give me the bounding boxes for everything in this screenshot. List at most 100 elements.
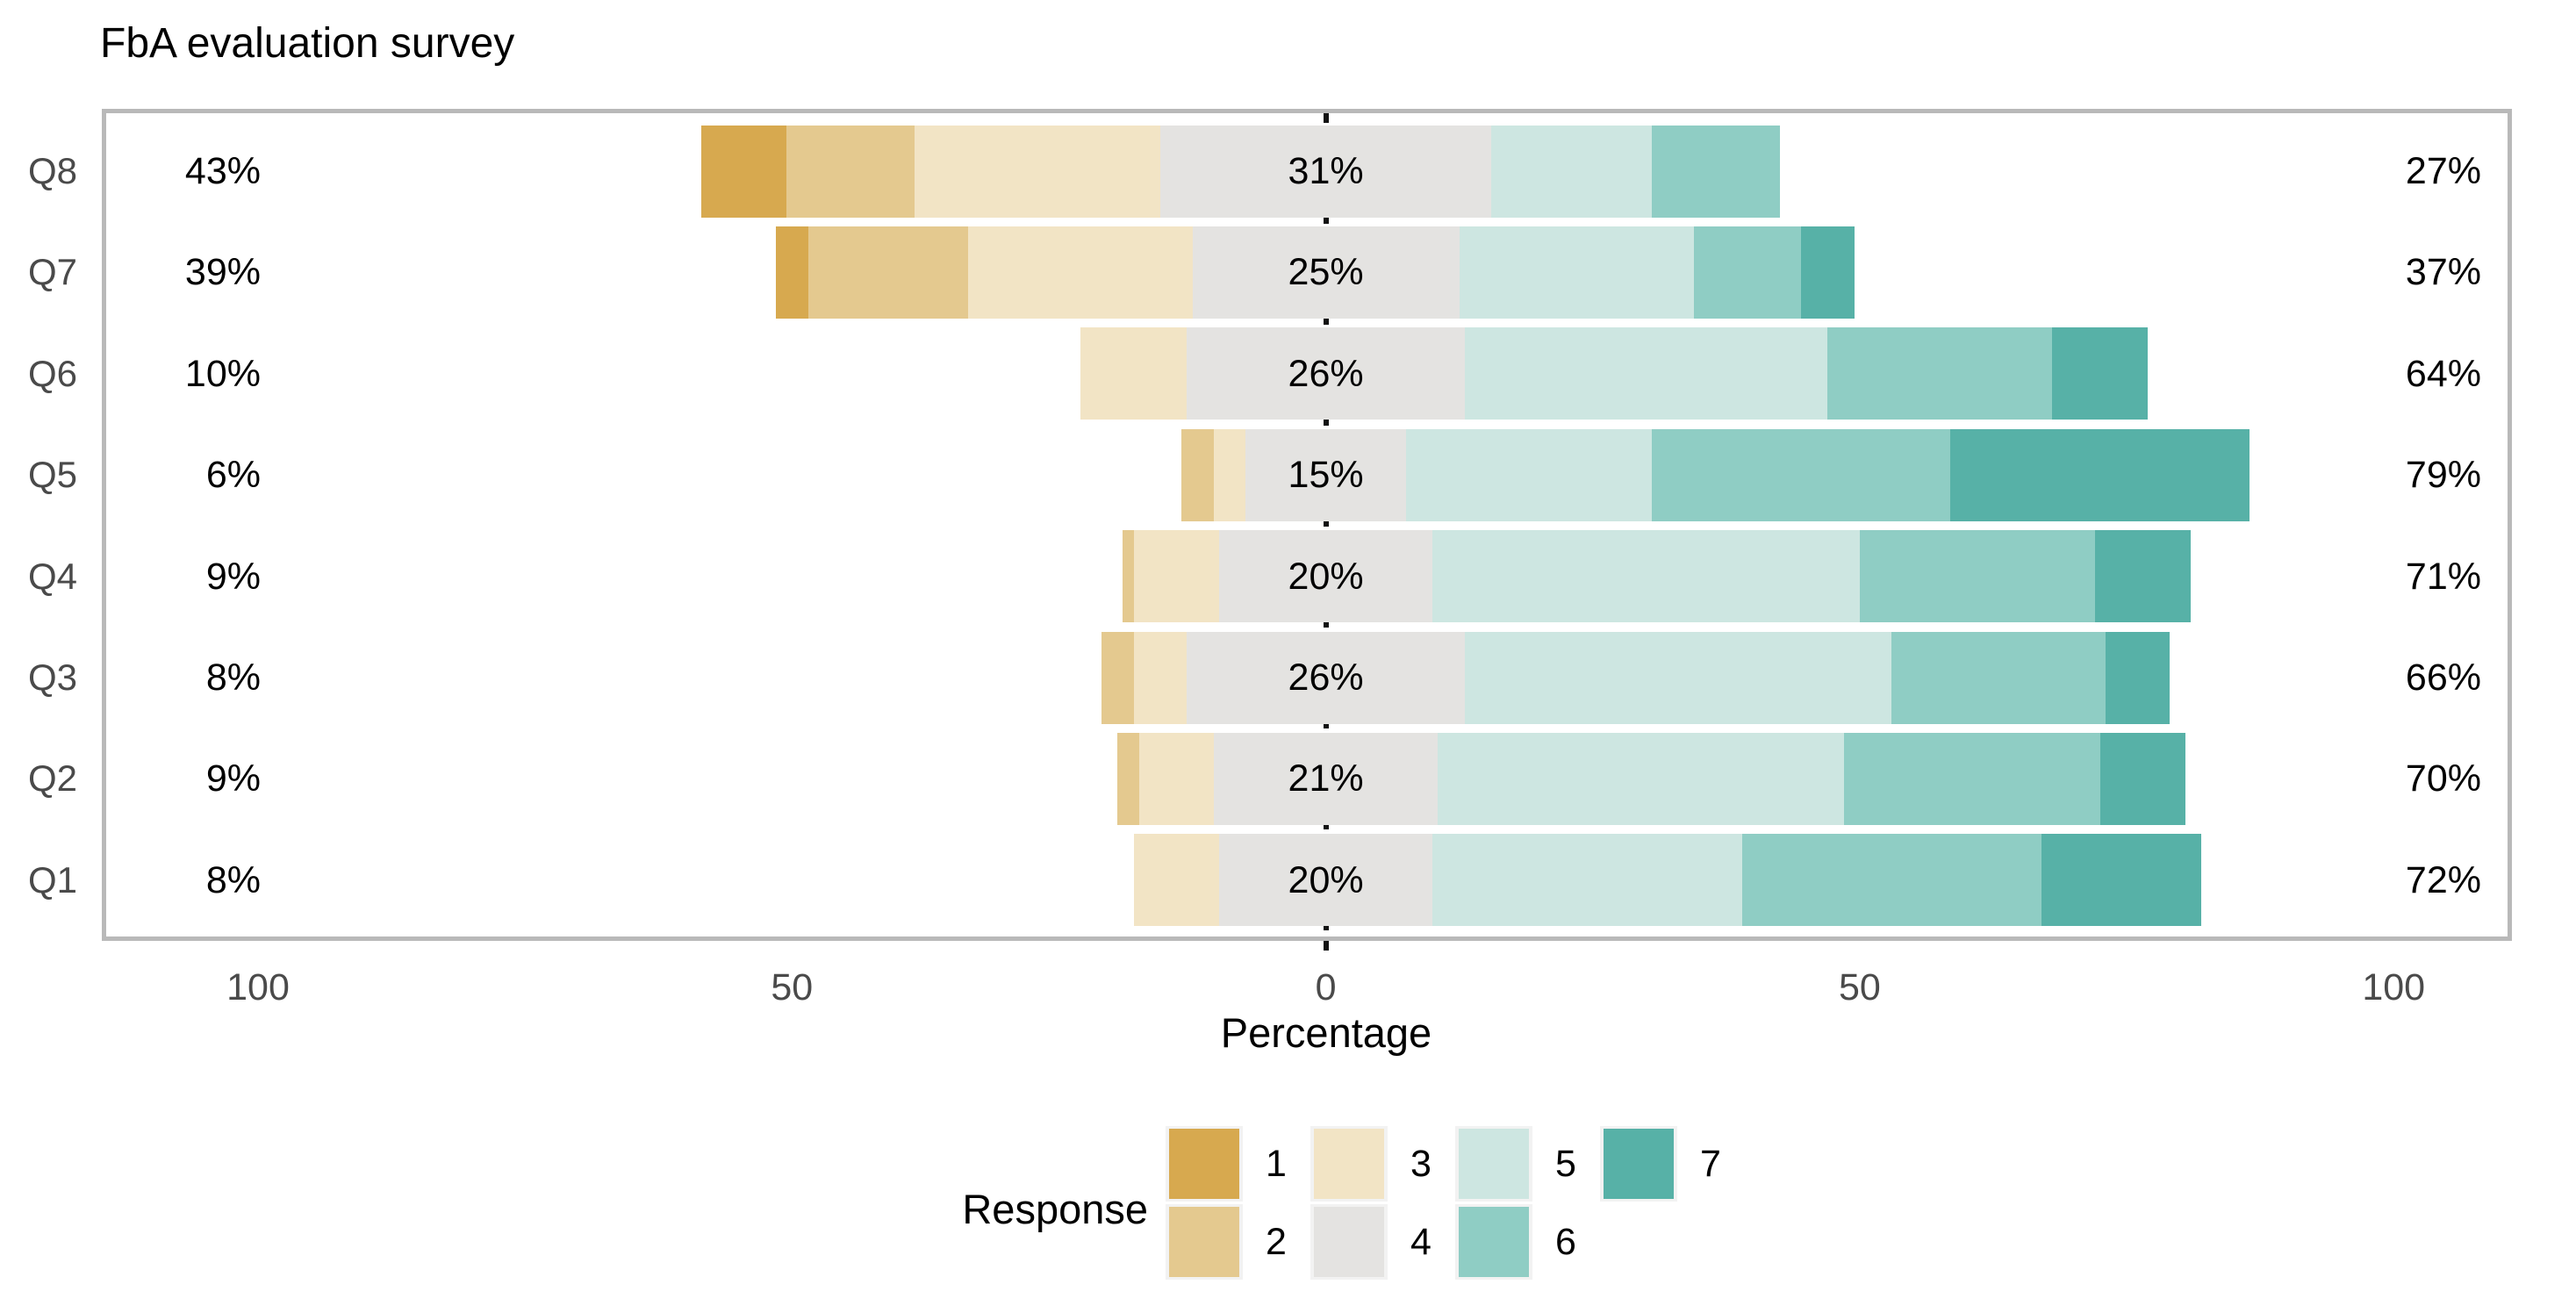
bar-segment (1192, 226, 1460, 319)
legend-key (1455, 1126, 1532, 1202)
left-total-label: 39% (184, 251, 261, 294)
y-axis-label: Q1 (27, 858, 77, 901)
x-tick-label: 50 (1838, 966, 1881, 1008)
bar-segment (807, 226, 968, 319)
bar-segment (1801, 226, 1855, 319)
left-total-label: 10% (184, 352, 261, 395)
left-total-label: 9% (205, 555, 261, 598)
bar-segment (2041, 834, 2202, 927)
x-axis-title: Percentage (1220, 1009, 1432, 1056)
legend-key-label: 6 (1555, 1221, 1576, 1263)
bar-segment (1187, 327, 1465, 420)
bar-segment (1843, 732, 2100, 825)
center-total-label: 26% (1288, 657, 1364, 699)
legend-key (1310, 1204, 1388, 1280)
bar-segment (1218, 530, 1433, 623)
bar-segment (1432, 530, 1860, 623)
bar-segment (1651, 428, 1951, 521)
y-axis-label: Q4 (27, 555, 77, 597)
bar-segment (1160, 125, 1492, 218)
x-tick-label: 100 (226, 966, 290, 1008)
bar-segment (1213, 428, 1246, 521)
y-axis-label: Q8 (27, 150, 77, 191)
center-total-label: 25% (1288, 251, 1364, 294)
legend-key-label: 3 (1410, 1143, 1432, 1185)
bar-segment (1950, 428, 2250, 521)
y-axis-label: Q3 (27, 657, 77, 698)
legend-key (1166, 1204, 1243, 1280)
legend-key-label: 1 (1266, 1143, 1287, 1185)
bar-segment (1432, 834, 1743, 927)
bar-segment (968, 226, 1193, 319)
legend-swatch (1314, 1207, 1384, 1277)
x-tick-label: 100 (2362, 966, 2426, 1008)
y-axis-label: Q6 (27, 352, 77, 394)
bar-segment (1187, 631, 1465, 724)
left-total-label: 8% (205, 657, 261, 699)
legend-key-label: 2 (1266, 1221, 1287, 1263)
bar-segment (1138, 732, 1214, 825)
bar-segment (1213, 732, 1439, 825)
bar-segment (1438, 732, 1844, 825)
center-total-label: 20% (1288, 858, 1364, 901)
bar-segment (1133, 631, 1188, 724)
bar-segment (1459, 226, 1695, 319)
bar-segment (786, 125, 915, 218)
left-total-label: 43% (184, 150, 261, 192)
bar-segment (1218, 834, 1433, 927)
bar-segment (2105, 631, 2170, 724)
bar-segment (1464, 631, 1892, 724)
bar-segment (1694, 226, 1801, 319)
right-total-label: 71% (2405, 555, 2481, 598)
center-total-label: 26% (1288, 352, 1364, 395)
bar-segment (1101, 631, 1134, 724)
legend-swatch (1604, 1129, 1674, 1199)
legend-key-label: 5 (1555, 1143, 1576, 1185)
left-total-label: 6% (205, 454, 261, 497)
center-total-label: 20% (1288, 555, 1364, 598)
bar-segment (1651, 125, 1780, 218)
bar-segment (1133, 530, 1219, 623)
y-axis-label: Q5 (27, 454, 77, 496)
legend-key (1166, 1126, 1243, 1202)
bar-segment (915, 125, 1160, 218)
bar-segment (1742, 834, 2041, 927)
legend-swatch (1314, 1129, 1384, 1199)
right-total-label: 70% (2405, 757, 2481, 800)
legend-key-label: 7 (1700, 1143, 1721, 1185)
bar-segment (1133, 834, 1219, 927)
legend-swatch (1169, 1129, 1239, 1199)
bar-segment (1464, 327, 1828, 420)
bar-segment (1123, 530, 1134, 623)
left-total-label: 9% (205, 757, 261, 800)
right-total-label: 27% (2405, 150, 2481, 192)
right-total-label: 64% (2405, 352, 2481, 395)
bar-segment (1117, 732, 1139, 825)
bar-segment (2094, 530, 2192, 623)
center-total-label: 21% (1288, 757, 1364, 800)
right-total-label: 79% (2405, 454, 2481, 497)
bar-segment (2099, 732, 2185, 825)
bar-segment (1827, 327, 2052, 420)
right-total-label: 37% (2405, 251, 2481, 294)
bar-segment (1080, 327, 1188, 420)
legend-swatch (1459, 1129, 1529, 1199)
right-total-label: 72% (2405, 858, 2481, 901)
legend-swatch (1169, 1207, 1239, 1277)
right-total-label: 66% (2405, 657, 2481, 699)
center-total-label: 31% (1288, 150, 1364, 192)
left-total-label: 8% (205, 858, 261, 901)
bar-segment (1891, 631, 2106, 724)
bar-segment (1491, 125, 1652, 218)
x-tick-label: 0 (1315, 966, 1337, 1008)
legend-swatch (1459, 1207, 1529, 1277)
chart-title: FbA evaluation survey (100, 20, 515, 67)
center-total-label: 15% (1288, 454, 1364, 497)
bar-segment (2051, 327, 2149, 420)
x-tick-label: 50 (771, 966, 814, 1008)
bar-segment (776, 226, 808, 319)
y-axis-label: Q2 (27, 757, 77, 800)
legend-key (1600, 1126, 1677, 1202)
legend-key (1310, 1126, 1388, 1202)
